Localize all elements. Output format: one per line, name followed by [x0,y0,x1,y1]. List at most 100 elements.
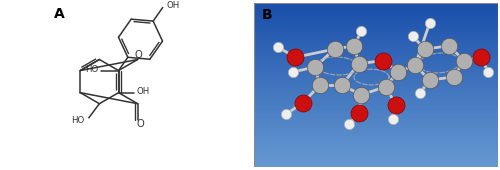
Bar [254,25,498,26]
Bar [254,93,498,95]
Text: O: O [134,50,142,60]
Bar [254,59,498,61]
Bar [254,67,498,69]
Bar [254,83,498,85]
Point [411,64,419,67]
Bar [254,8,498,10]
Point [311,66,319,68]
Point [355,62,363,65]
Bar [254,5,498,7]
Bar [254,154,498,155]
Bar [254,54,498,56]
Point [460,59,468,62]
Bar [254,13,498,15]
Point [421,48,429,50]
Bar [254,74,498,75]
Bar [254,118,498,119]
Point [292,56,300,59]
Bar [254,95,498,96]
Bar [254,57,498,59]
Bar [254,61,498,62]
Point [477,56,485,59]
Bar [254,111,498,113]
Point [289,71,297,73]
Bar [254,16,498,18]
Bar [254,139,498,140]
Bar [254,90,498,91]
Bar [254,160,498,162]
Point [299,102,307,104]
Bar [254,134,498,136]
Bar [254,137,498,139]
Bar [254,3,498,5]
Bar [254,28,498,30]
Bar [254,10,498,12]
Bar [254,124,498,126]
Bar [254,142,498,144]
Bar [254,44,498,46]
Bar [254,152,498,154]
Bar [254,23,498,25]
Point [350,45,358,47]
Bar [254,77,498,79]
Bar [254,52,498,54]
Bar [254,56,498,57]
Bar [254,140,498,142]
Bar [254,165,498,167]
Bar [254,87,498,88]
Point [358,30,366,32]
Bar [254,100,498,101]
Bar [254,79,498,80]
Bar [254,64,498,65]
Bar [254,136,498,137]
Bar [254,96,498,98]
Bar [254,46,498,47]
Bar [254,21,498,23]
Point [358,94,366,96]
Bar [254,47,498,49]
Point [345,123,353,125]
Bar [254,106,498,108]
Bar [254,149,498,150]
Bar [254,15,498,16]
Bar [254,150,498,152]
Point [394,71,402,73]
Text: HO: HO [85,65,98,74]
Point [416,92,424,95]
Bar [254,158,498,160]
Bar [254,7,498,8]
Bar [254,80,498,82]
Bar [254,101,498,103]
Bar [254,85,498,87]
Bar [254,128,498,129]
Bar [254,98,498,100]
Bar [254,31,498,33]
Bar [254,41,498,42]
Point [408,35,416,37]
Bar [254,145,498,147]
Bar [254,114,498,116]
Bar [254,39,498,41]
Bar [254,20,498,21]
Bar [254,72,498,74]
Bar [254,91,498,93]
Text: A: A [54,7,64,21]
Text: HO: HO [72,116,85,125]
Point [392,103,400,106]
Bar [254,12,498,13]
Bar [254,75,498,77]
Bar [254,34,498,36]
Bar [254,157,498,158]
Bar [254,30,498,31]
Bar [254,103,498,105]
Bar [254,129,498,131]
Bar [254,121,498,123]
Point [382,85,390,88]
Point [389,118,397,121]
Bar [254,51,498,52]
Text: OH: OH [137,87,150,96]
Bar [254,163,498,165]
Bar [254,105,498,106]
Bar [254,131,498,132]
Bar [254,69,498,70]
